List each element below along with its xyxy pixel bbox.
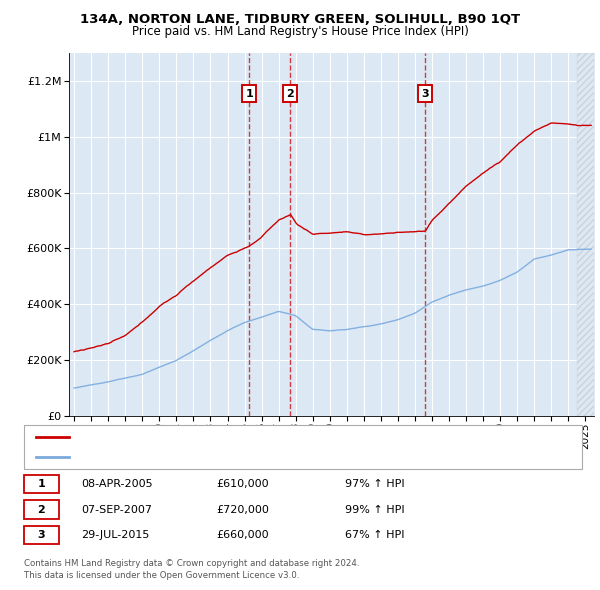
Text: This data is licensed under the Open Government Licence v3.0.: This data is licensed under the Open Gov… [24, 571, 299, 579]
Text: 07-SEP-2007: 07-SEP-2007 [81, 505, 152, 514]
Text: £610,000: £610,000 [216, 480, 269, 489]
Text: 134A, NORTON LANE, TIDBURY GREEN, SOLIHULL, B90 1QT (detached house): 134A, NORTON LANE, TIDBURY GREEN, SOLIHU… [75, 432, 461, 442]
Text: £660,000: £660,000 [216, 530, 269, 540]
Text: HPI: Average price, detached house, Solihull: HPI: Average price, detached house, Soli… [75, 452, 296, 462]
Text: 97% ↑ HPI: 97% ↑ HPI [345, 480, 404, 489]
Text: 1: 1 [38, 480, 45, 489]
Text: £720,000: £720,000 [216, 505, 269, 514]
Text: 2: 2 [286, 88, 294, 99]
Text: Price paid vs. HM Land Registry's House Price Index (HPI): Price paid vs. HM Land Registry's House … [131, 25, 469, 38]
Text: 1: 1 [245, 88, 253, 99]
Text: 29-JUL-2015: 29-JUL-2015 [81, 530, 149, 540]
Text: 2: 2 [38, 505, 45, 514]
Text: 67% ↑ HPI: 67% ↑ HPI [345, 530, 404, 540]
Text: 3: 3 [421, 88, 428, 99]
Text: 3: 3 [38, 530, 45, 540]
Text: Contains HM Land Registry data © Crown copyright and database right 2024.: Contains HM Land Registry data © Crown c… [24, 559, 359, 568]
Text: 99% ↑ HPI: 99% ↑ HPI [345, 505, 404, 514]
Text: 134A, NORTON LANE, TIDBURY GREEN, SOLIHULL, B90 1QT: 134A, NORTON LANE, TIDBURY GREEN, SOLIHU… [80, 13, 520, 26]
Bar [577, 53, 600, 416]
Text: 08-APR-2005: 08-APR-2005 [81, 480, 152, 489]
